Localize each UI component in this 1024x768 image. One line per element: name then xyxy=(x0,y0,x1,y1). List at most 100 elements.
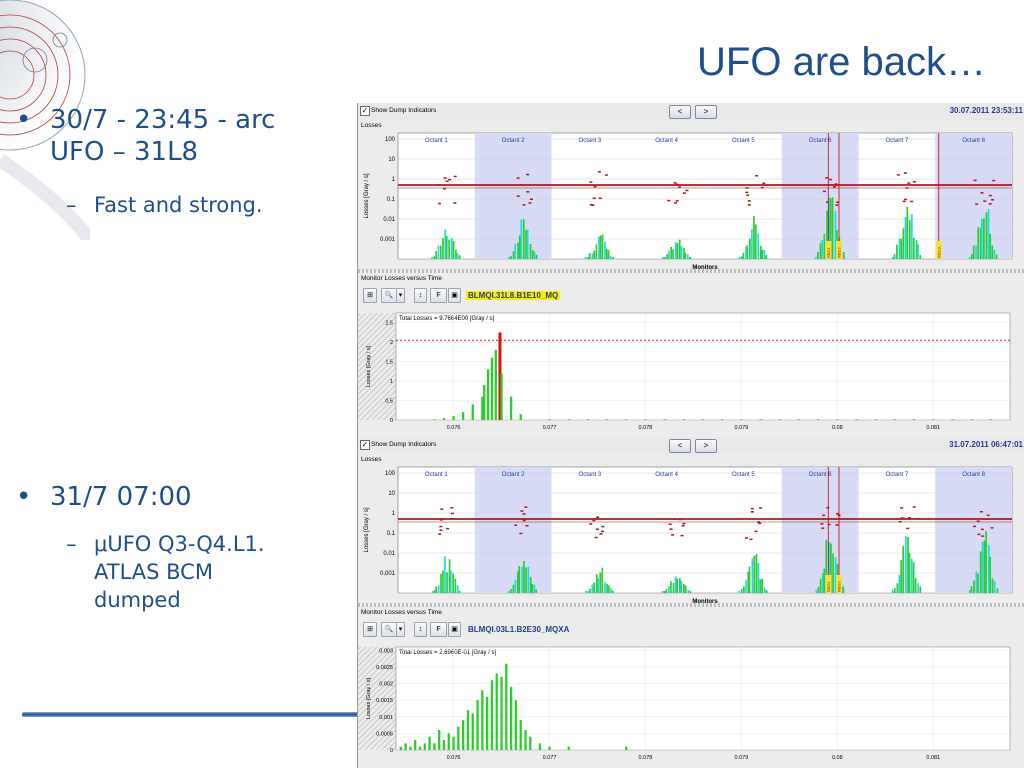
monitor-loss-bar xyxy=(507,591,510,593)
time-plot-frame xyxy=(395,312,1011,421)
monitor-threshold-mark xyxy=(514,524,518,526)
time-loss-bar xyxy=(524,730,527,750)
monitor-threshold-mark xyxy=(601,530,605,533)
dropdown-icon[interactable]: ▾ xyxy=(396,288,405,303)
monitor-threshold-mark xyxy=(747,200,751,202)
monitor-loss-bar xyxy=(668,250,670,259)
time-loss-bar xyxy=(462,412,465,420)
bullet-2-sub: – μUFO Q3-Q4.L1. ATLAS BCM dumped xyxy=(66,530,265,614)
save-icon[interactable]: ▣ xyxy=(448,288,461,303)
octant-label: Octant 1 xyxy=(425,472,448,478)
dump-marker-tag xyxy=(825,241,832,259)
time-loss-bar xyxy=(404,743,407,750)
monitor-threshold-mark xyxy=(673,182,677,184)
fit-icon[interactable]: ⊞ xyxy=(363,288,377,303)
cursor-icon[interactable]: ↕ xyxy=(414,622,427,637)
monitor-loss-bar xyxy=(584,257,587,259)
monitor-loss-bar xyxy=(674,242,677,259)
monitor-threshold-mark xyxy=(674,202,678,204)
time-loss-bar xyxy=(625,746,628,750)
monitor-loss-bar xyxy=(740,256,743,259)
time-loss-bar xyxy=(438,730,441,750)
monitor-loss-bar xyxy=(525,229,527,259)
dump-marker-tag xyxy=(825,575,832,593)
monitor-threshold-mark xyxy=(912,181,916,183)
show-dump-checkbox[interactable]: ✓ xyxy=(360,440,370,450)
monitor-loss-bar xyxy=(676,578,679,593)
monitor-threshold-mark xyxy=(593,185,597,188)
zoom-icon[interactable]: 🔍 xyxy=(381,622,397,637)
monitor-threshold-mark xyxy=(591,204,595,207)
monitor-loss-bar xyxy=(738,591,741,593)
time-loss-bar xyxy=(548,746,551,750)
monitor-loss-bar xyxy=(842,251,845,259)
monitor-threshold-mark xyxy=(594,536,598,539)
monitor-loss-bar xyxy=(742,252,745,259)
font-icon[interactable]: F xyxy=(430,288,447,303)
dump-marker-label: RBG2 xyxy=(837,246,842,258)
zoom-icon[interactable]: 🔍 xyxy=(381,288,397,303)
monitor-threshold-mark xyxy=(682,192,686,194)
save-icon[interactable]: ▣ xyxy=(448,622,461,637)
monitor-loss-bar xyxy=(591,253,594,259)
time-loss-bar xyxy=(500,373,503,420)
time-xtick-label: 0.079 xyxy=(734,755,748,761)
monitor-loss-bar xyxy=(917,244,919,259)
bullet-1: • 30/7 - 23:45 - arc UFO – 31L8 xyxy=(16,104,275,168)
monitor-loss-bar xyxy=(987,209,990,259)
fit-icon[interactable]: ⊞ xyxy=(363,622,377,637)
monitor-threshold-mark xyxy=(896,174,900,176)
monitor-loss-bar xyxy=(821,240,824,259)
monitor-loss-bar xyxy=(985,212,988,259)
monitor-loss-bar xyxy=(533,584,536,593)
monitor-threshold-mark xyxy=(438,533,442,535)
time-loss-bar xyxy=(778,419,781,421)
monitor-threshold-mark xyxy=(762,182,766,185)
mvt-label: Monitor Losses versus Time xyxy=(361,609,442,616)
monitor-loss-bar xyxy=(523,560,525,593)
monitor-threshold-mark xyxy=(977,533,981,536)
monitor-loss-bar xyxy=(902,545,905,593)
time-ytick-label: 1.5 xyxy=(385,360,393,366)
monitor-loss-bar xyxy=(906,206,909,259)
time-ytick-label: 0.0025 xyxy=(376,665,393,671)
monitor-threshold-mark xyxy=(835,524,839,526)
monitor-threshold-mark xyxy=(900,507,904,509)
time-xtick-label: 0.077 xyxy=(543,755,557,761)
monitor-loss-bar xyxy=(970,586,973,593)
time-loss-bar xyxy=(486,369,490,420)
time-loss-bar xyxy=(625,419,628,421)
monitor-loss-bar xyxy=(919,586,922,593)
next-button[interactable]: > xyxy=(695,105,717,119)
monitor-threshold-mark xyxy=(675,200,679,202)
time-loss-bar xyxy=(701,419,705,421)
monitor-threshold-mark xyxy=(450,507,454,509)
monitor-loss-bar xyxy=(518,235,521,259)
splitter-handle[interactable] xyxy=(358,269,1024,273)
monitor-loss-bar xyxy=(893,254,896,259)
monitor-loss-bar xyxy=(609,256,612,259)
monitor-loss-bar xyxy=(683,583,685,593)
time-loss-bar xyxy=(989,419,992,421)
time-loss-bar xyxy=(485,696,489,750)
monitor-threshold-mark xyxy=(836,201,840,204)
cursor-icon[interactable]: ↕ xyxy=(414,288,427,303)
font-icon[interactable]: F xyxy=(430,622,447,637)
prev-button[interactable]: < xyxy=(669,105,691,119)
time-loss-bar xyxy=(466,710,470,750)
time-loss-bar xyxy=(471,713,474,750)
monitor-threshold-mark xyxy=(445,180,449,183)
monitor-loss-bar xyxy=(828,197,830,259)
monitor-threshold-mark xyxy=(599,533,603,535)
dropdown-icon[interactable]: ▾ xyxy=(396,622,405,637)
prev-button[interactable]: < xyxy=(669,439,691,453)
splitter-handle[interactable] xyxy=(358,603,1024,607)
monitor-loss-bar xyxy=(973,580,975,593)
monitor-loss-bar xyxy=(680,580,683,593)
next-button[interactable]: > xyxy=(695,439,717,453)
show-dump-checkbox[interactable]: ✓ xyxy=(360,106,370,116)
timestamp: 30.07.2011 23:53:11 xyxy=(949,106,1023,115)
monitor-loss-bar xyxy=(979,227,982,259)
monitor-threshold-mark xyxy=(678,518,682,521)
monitor-threshold-mark xyxy=(835,512,839,515)
